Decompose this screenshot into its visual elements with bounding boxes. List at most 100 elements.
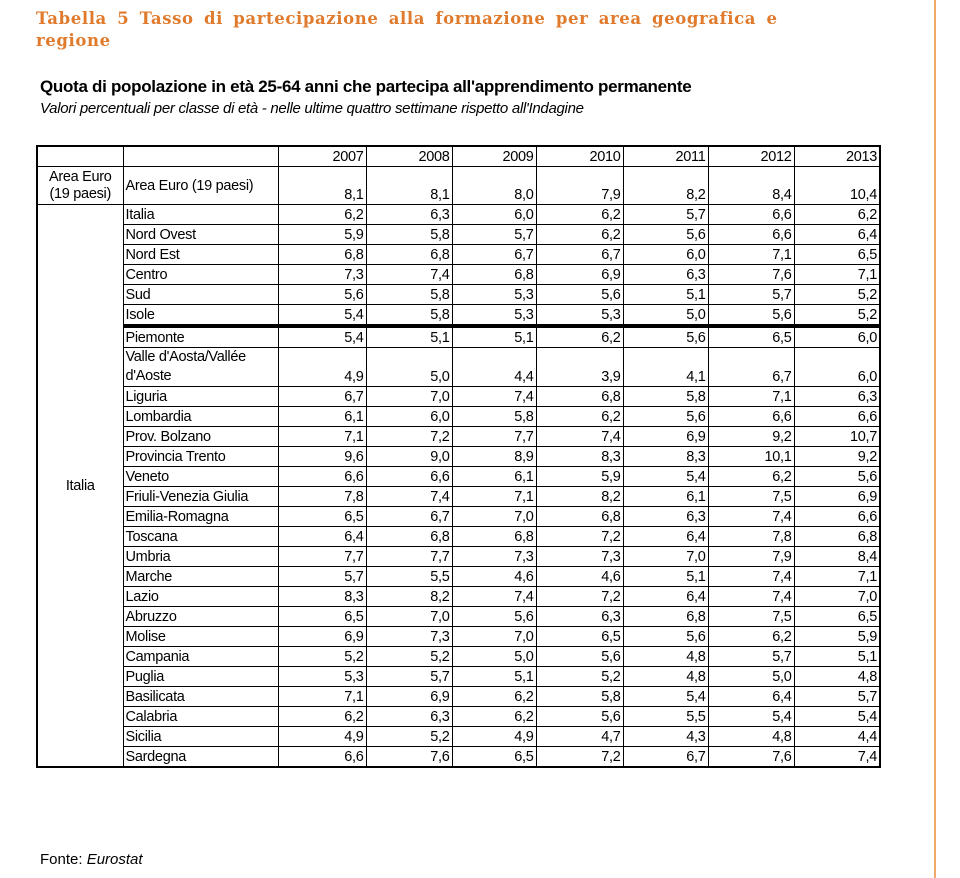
cell-value: 4,7 [535, 726, 624, 747]
cell-value: 7,5 [707, 486, 795, 507]
row-label: Isole [122, 304, 279, 327]
cell-value: 6,7 [535, 244, 624, 265]
cell-value: 6,1 [622, 486, 709, 507]
cell-value: 5,4 [707, 706, 795, 727]
cell-value: 6,5 [707, 324, 795, 348]
cell-value: 6,5 [793, 606, 881, 627]
source-value: Eurostat [86, 851, 143, 868]
cell-value: 6,9 [535, 264, 624, 285]
cell-value: 6,4 [707, 686, 795, 707]
cell-value: 6,0 [622, 244, 709, 265]
table-row: Area Euro (19 paesi) Area Euro (19 paesi)… [36, 166, 881, 205]
table-row: Liguria 6,7 7,0 7,4 6,8 5,8 7,1 6,3 [37, 386, 881, 407]
cell-value: 7,9 [707, 546, 795, 567]
cell-value: 5,3 [535, 304, 624, 327]
cell-value: 6,7 [622, 746, 709, 768]
cell-value: 9,2 [707, 426, 795, 447]
row-label: Prov. Bolzano [122, 426, 279, 447]
cell-value: 6,6 [365, 466, 453, 487]
cell-value: 5,6 [535, 284, 624, 305]
cell-value: 7,2 [535, 586, 624, 607]
cell-value: 8,2 [365, 586, 453, 607]
table-heading: Quota di popolazione in età 25-64 anni c… [40, 77, 692, 96]
source-label: Fonte: [40, 851, 87, 868]
cell-value: 10,7 [793, 426, 881, 447]
year-header: 2008 [365, 145, 453, 167]
cell-value: 5,2 [793, 284, 881, 305]
cell-value: 6,8 [793, 526, 881, 547]
cell-value: 7,4 [365, 264, 453, 285]
cell-value: 5,6 [707, 304, 795, 327]
cell-value: 7,1 [793, 566, 881, 587]
cell-value: 5,4 [622, 466, 709, 487]
table-row: Isole 5,4 5,8 5,3 5,3 5,0 5,6 5,2 [37, 304, 881, 327]
cell-value: 6,4 [622, 586, 709, 607]
cell-value: 8,3 [535, 446, 624, 467]
group-label-italia: Italia [36, 204, 124, 768]
cell-value: 5,9 [535, 466, 624, 487]
cell-value: 5,0 [707, 666, 795, 687]
row-label: Friuli-Venezia Giulia [122, 486, 279, 507]
table-row: Provincia Trento 9,6 9,0 8,9 8,3 8,3 10,1 9,2 [37, 446, 881, 467]
cell-value: 5,1 [622, 566, 709, 587]
cell-value: 7,0 [365, 386, 453, 407]
cell-value: 6,1 [277, 406, 367, 427]
cell-value: 5,0 [622, 304, 709, 327]
cell-value: 6,2 [535, 406, 624, 427]
cell-value: 5,6 [622, 224, 709, 245]
cell-value: 7,2 [535, 746, 624, 768]
table-row: Nord Ovest 5,9 5,8 5,7 6,2 5,6 6,6 6,4 [37, 224, 881, 245]
cell-value: 6,3 [535, 606, 624, 627]
cell-value: 8,3 [277, 586, 367, 607]
cell-value: 7,5 [707, 606, 795, 627]
cell-value: 7,7 [365, 546, 453, 567]
cell-value: 7,9 [535, 166, 624, 205]
cell-value: 5,2 [365, 726, 453, 747]
cell-value: 5,8 [622, 386, 709, 407]
cell-value: 7,1 [707, 386, 795, 407]
cell-value: 6,9 [622, 426, 709, 447]
cell-value: 6,3 [365, 204, 453, 225]
cell-value: 5,7 [707, 646, 795, 667]
table-row: Lombardia 6,1 6,0 5,8 6,2 5,6 6,6 6,6 [37, 406, 881, 427]
cell-value: 5,7 [451, 224, 537, 245]
cell-value: 6,4 [793, 224, 881, 245]
cell-value: 7,1 [793, 264, 881, 285]
cell-value: 6,6 [707, 224, 795, 245]
row-label: Area Euro (19 paesi) [122, 166, 279, 205]
cell-value: 4,9 [277, 347, 367, 387]
cell-value: 8,2 [622, 166, 709, 205]
cell-value: 6,2 [277, 204, 367, 225]
table-row: Italia Italia 6,2 6,3 6,0 6,2 5,7 6,6 6,2 [36, 204, 881, 768]
cell-value: 7,3 [277, 264, 367, 285]
cell-value: 5,6 [622, 324, 709, 348]
cell-value: 7,4 [451, 386, 537, 407]
row-label: Liguria [122, 386, 279, 407]
cell-value: 6,5 [277, 506, 367, 527]
cell-value: 5,2 [793, 304, 881, 327]
source-note: Fonte: Eurostat [40, 851, 143, 868]
cell-value: 6,8 [535, 386, 624, 407]
cell-value: 6,2 [535, 224, 624, 245]
cell-value: 5,2 [365, 646, 453, 667]
cell-value: 5,8 [535, 686, 624, 707]
cell-value: 6,5 [277, 606, 367, 627]
header-row: 2007 2008 2009 2010 2011 2012 2013 [37, 145, 881, 167]
cell-value: 8,2 [535, 486, 624, 507]
row-label: Lombardia [122, 406, 279, 427]
table-row: Lazio 8,3 8,2 7,4 7,2 6,4 7,4 7,0 [37, 586, 881, 607]
cell-value: 5,6 [535, 706, 624, 727]
row-label: Umbria [122, 546, 279, 567]
cell-value: 5,7 [365, 666, 453, 687]
cell-value: 5,5 [622, 706, 709, 727]
cell-value: 5,2 [277, 646, 367, 667]
year-header: 2011 [622, 145, 709, 167]
cell-value: 8,4 [793, 546, 881, 567]
cell-value: 4,8 [622, 646, 709, 667]
cell-value: 9,0 [365, 446, 453, 467]
row-label: Abruzzo [122, 606, 279, 627]
cell-value: 5,4 [277, 304, 367, 327]
cell-value: 6,3 [793, 386, 881, 407]
cell-value: 6,6 [707, 204, 795, 225]
cell-value: 6,0 [793, 324, 881, 348]
